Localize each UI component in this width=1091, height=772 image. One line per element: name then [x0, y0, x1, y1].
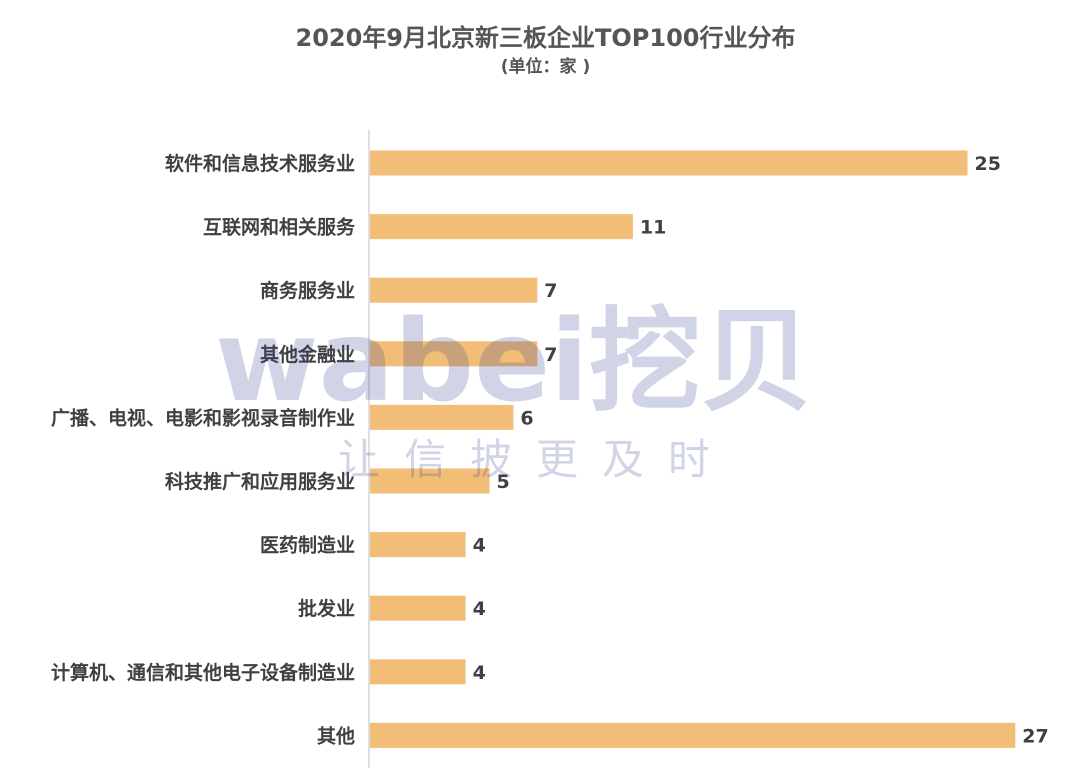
category-label-8: 计算机、通信和其他电子设备制造业: [51, 661, 355, 684]
chart-title: 2020年9月北京新三板企业TOP100行业分布: [295, 24, 796, 52]
data-label-4: 6: [520, 407, 533, 429]
bar-0: [370, 150, 968, 176]
data-label-9: 27: [1022, 725, 1048, 747]
category-label-5: 科技推广和应用服务业: [165, 470, 355, 493]
data-label-0: 25: [975, 153, 1001, 175]
data-label-6: 4: [473, 535, 486, 557]
bars-layer: 软件和信息技术服务业 25 互联网和相关服务 11 商务服务业 7 其他金融业 7 广播、电视、…: [51, 150, 1049, 748]
category-label-7: 批发业: [298, 597, 355, 620]
bar-1: [370, 214, 633, 240]
category-label-4: 广播、电视、电影和影视录音制作业: [51, 406, 355, 429]
bar-7: [370, 595, 466, 621]
chart-subtitle: (单位：家 ): [500, 57, 591, 77]
bar-5: [370, 468, 490, 494]
category-label-1: 互联网和相关服务: [203, 216, 356, 239]
category-label-3: 其他金融业: [260, 343, 355, 366]
bar-3: [370, 341, 538, 367]
data-label-3: 7: [544, 344, 557, 366]
bar-8: [370, 659, 466, 685]
data-label-5: 5: [497, 471, 510, 493]
data-label-2: 7: [544, 280, 557, 302]
bar-2: [370, 277, 538, 303]
category-label-2: 商务服务业: [260, 279, 355, 302]
watermark-brand: wabei挖贝: [215, 297, 813, 427]
watermark-slogan: 让信披更及时: [338, 435, 734, 484]
watermark: wabei挖贝 让信披更及时: [215, 297, 813, 484]
data-label-1: 11: [640, 217, 666, 239]
bar-9: [370, 722, 1016, 748]
category-label-0: 软件和信息技术服务业: [165, 152, 355, 175]
data-label-8: 4: [473, 662, 486, 684]
bar-6: [370, 532, 466, 558]
category-label-9: 其他: [317, 724, 355, 747]
bar-4: [370, 404, 514, 430]
data-label-7: 4: [473, 598, 486, 620]
category-label-6: 医药制造业: [260, 534, 355, 557]
